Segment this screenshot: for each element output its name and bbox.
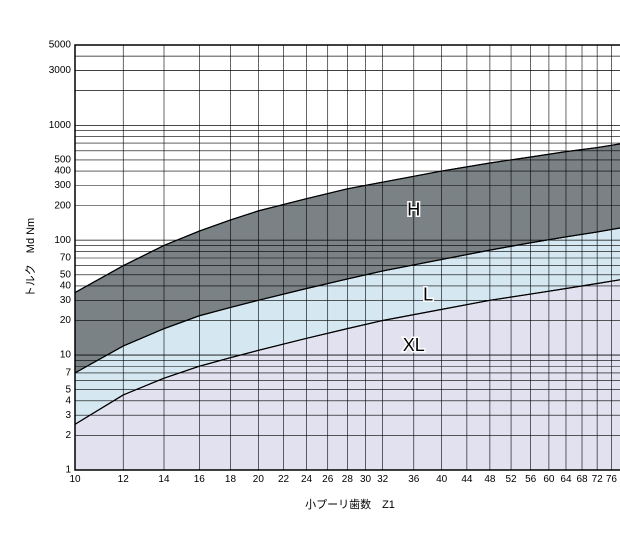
y-tick-label: 70	[60, 253, 72, 264]
x-tick-label: 48	[484, 474, 496, 485]
x-tick-label: 72	[592, 474, 604, 485]
y-tick-label: 30	[60, 295, 72, 306]
x-tick-label: 36	[408, 474, 420, 485]
y-tick-label: 50	[60, 269, 72, 280]
y-tick-label: 500	[54, 155, 71, 166]
y-tick-label: 2	[65, 430, 71, 441]
x-tick-label: 12	[118, 474, 130, 485]
x-tick-label: 22	[278, 474, 290, 485]
x-tick-label: 14	[158, 474, 170, 485]
x-tick-label: 60	[543, 474, 555, 485]
y-tick-label: 10	[60, 350, 72, 361]
x-tick-label: 32	[377, 474, 389, 485]
chart-container: XLXLLLHH12345710203040507010020030040050…	[20, 20, 600, 525]
x-tick-label: 44	[461, 474, 473, 485]
y-tick-label: 200	[54, 200, 71, 211]
x-tick-label: 16	[194, 474, 206, 485]
y-tick-label: 100	[54, 235, 71, 246]
x-tick-label: 18	[225, 474, 237, 485]
band-label-H: H	[407, 200, 420, 220]
y-tick-label: 3	[65, 410, 71, 421]
x-tick-label: 28	[342, 474, 354, 485]
x-tick-label: 26	[322, 474, 334, 485]
y-tick-label: 5	[65, 384, 71, 395]
x-tick-label: 40	[436, 474, 448, 485]
y-tick-label: 5000	[49, 40, 72, 51]
x-tick-label: 64	[560, 474, 572, 485]
x-tick-label: 68	[576, 474, 588, 485]
x-tick-label: 56	[525, 474, 537, 485]
x-tick-label: 24	[301, 474, 313, 485]
x-tick-label: 76	[606, 474, 618, 485]
y-tick-label: 40	[60, 281, 72, 292]
y-axis-label: トルク Md Nm	[24, 218, 37, 297]
x-tick-label: 52	[505, 474, 517, 485]
band-label-XL: XL	[403, 335, 425, 355]
torque-chart: XLXLLLHH12345710203040507010020030040050…	[20, 20, 620, 520]
y-tick-label: 7	[65, 368, 71, 379]
band-label-L: L	[423, 284, 433, 304]
y-tick-label: 300	[54, 180, 71, 191]
y-tick-label: 1000	[49, 120, 72, 131]
y-tick-label: 3000	[49, 65, 72, 76]
y-tick-label: 20	[60, 315, 72, 326]
x-tick-label: 10	[69, 474, 81, 485]
x-tick-label: 20	[253, 474, 265, 485]
y-tick-label: 400	[54, 166, 71, 177]
x-tick-label: 30	[360, 474, 372, 485]
y-tick-label: 4	[65, 395, 71, 406]
